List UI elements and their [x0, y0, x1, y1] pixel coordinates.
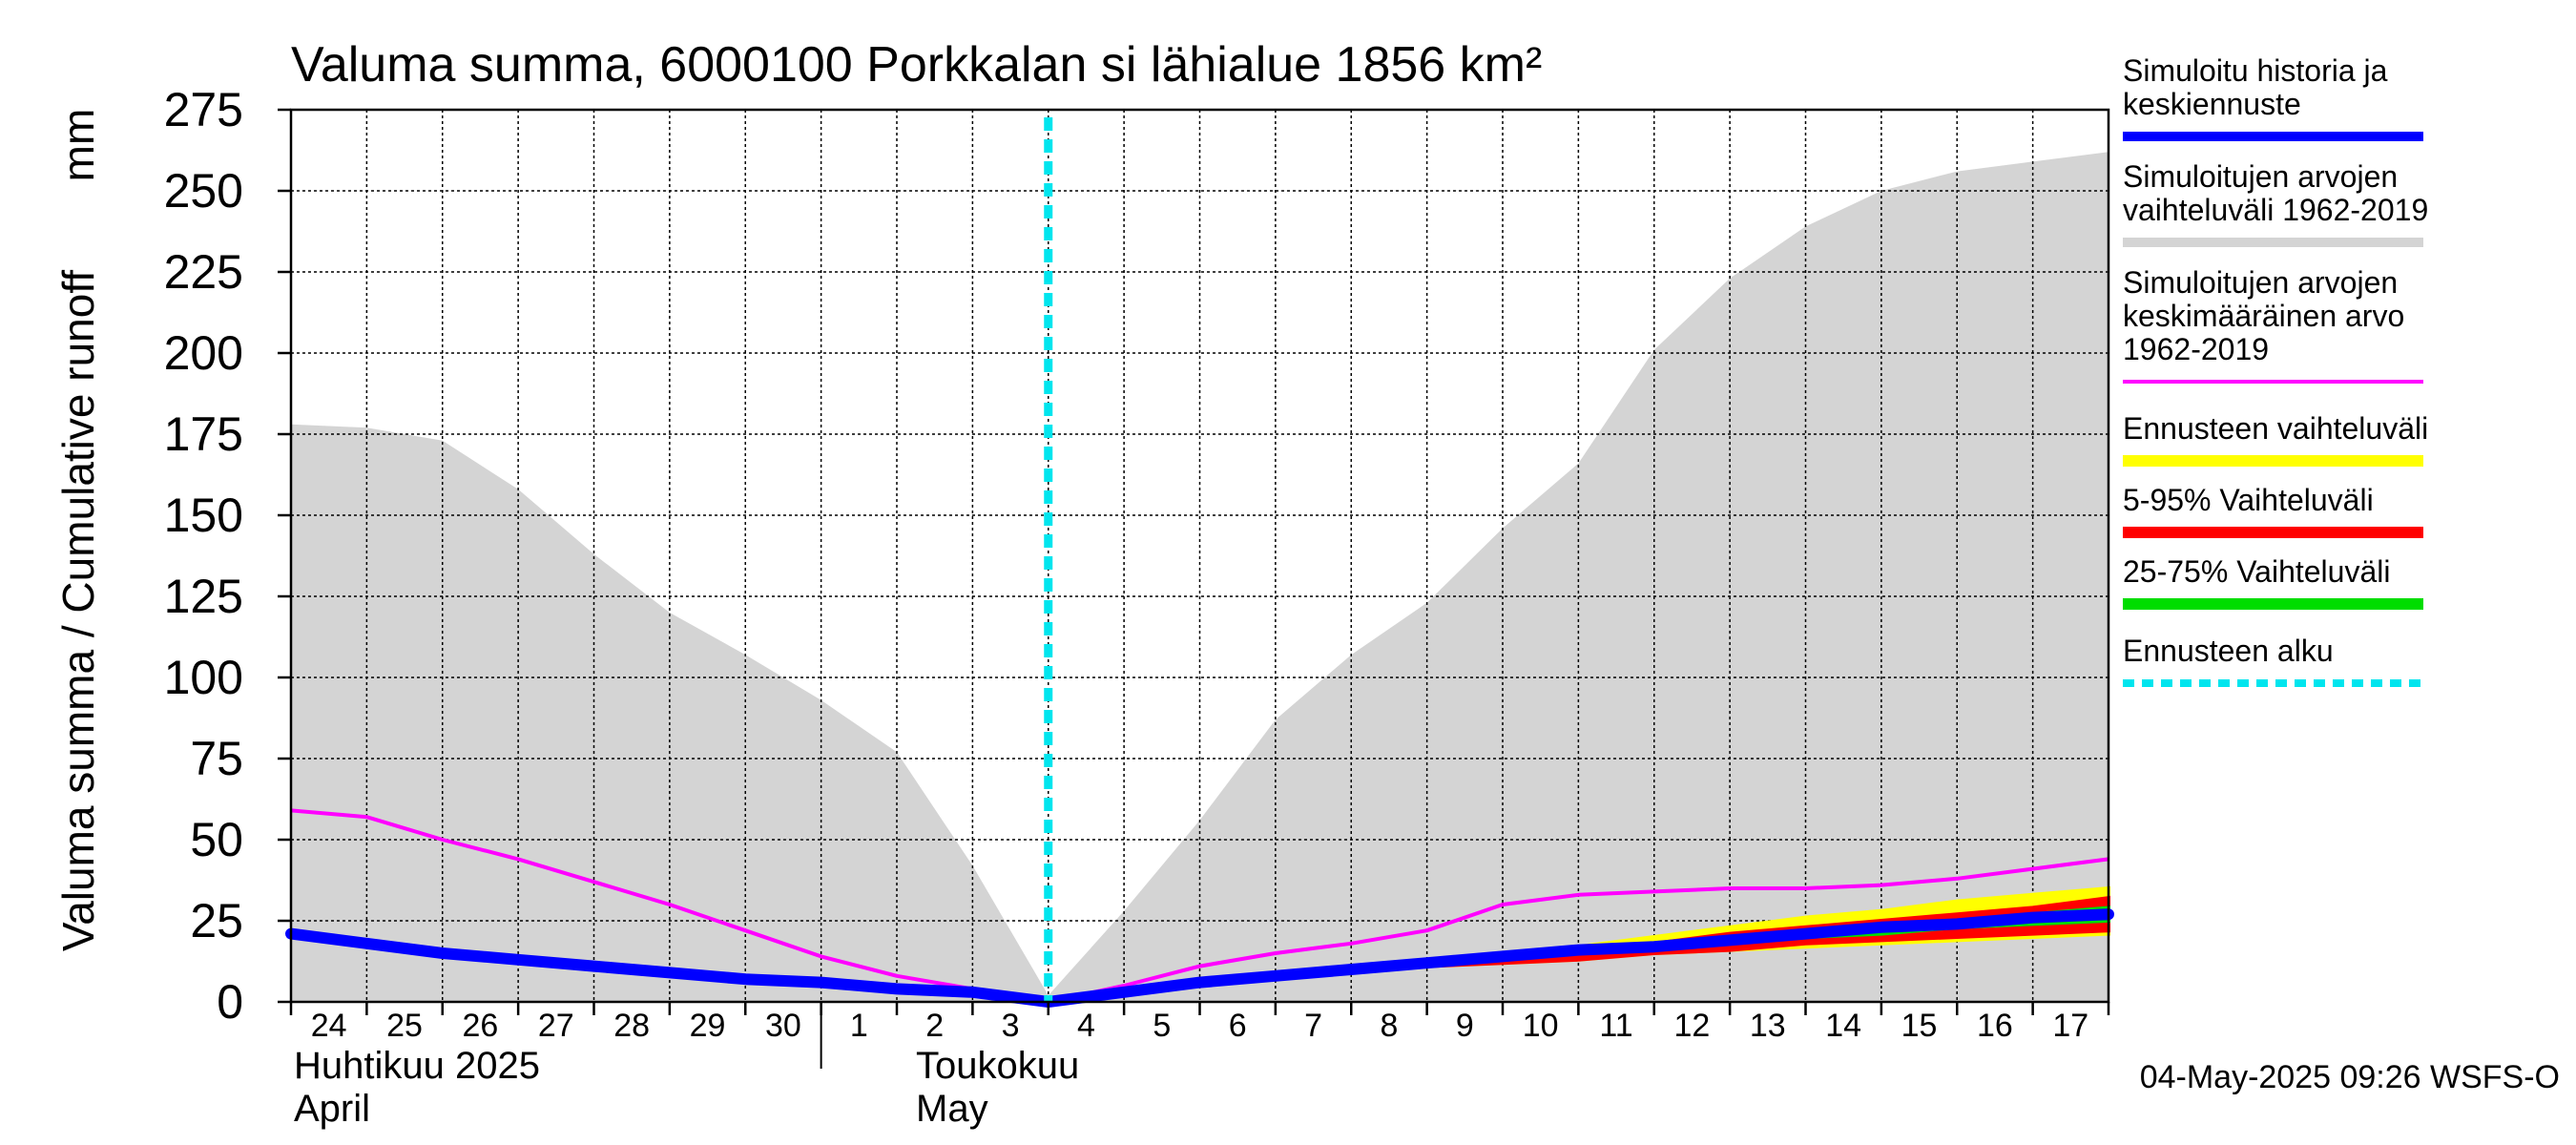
- x-tick-label-9: 9: [1456, 1008, 1474, 1044]
- x-tick-label-8: 8: [1380, 1008, 1398, 1044]
- x-tick-label-27: 27: [538, 1008, 574, 1044]
- x-tick-label-24: 24: [311, 1008, 347, 1044]
- y-tick-label-275: 275: [164, 83, 243, 136]
- legend-label-4: Ennusteen vaihteluväli: [2123, 411, 2428, 446]
- x-tick-label-16: 16: [1977, 1008, 2013, 1044]
- legend-label-2: vaihteluväli 1962-2019: [2123, 193, 2428, 227]
- x-tick-label-7: 7: [1304, 1008, 1322, 1044]
- x-tick-label-15: 15: [1901, 1008, 1938, 1044]
- x-tick-label-6: 6: [1229, 1008, 1247, 1044]
- y-axis-unit: mm: [53, 109, 103, 182]
- y-tick-label-100: 100: [164, 651, 243, 704]
- line-simuloitu-historia-ja-keskiennuste: [285, 908, 2114, 1008]
- y-tick-label-0: 0: [217, 975, 243, 1029]
- month-label-en-1: May: [916, 1088, 988, 1130]
- y-tick-label-50: 50: [190, 813, 243, 866]
- month-label-en-0: April: [294, 1088, 370, 1130]
- timestamp: 04-May-2025 09:26 WSFS-O: [2140, 1059, 2560, 1095]
- y-tick-label-125: 125: [164, 570, 243, 623]
- y-tick-label-225: 225: [164, 245, 243, 299]
- x-tick-label-13: 13: [1750, 1008, 1786, 1044]
- x-tick-label-26: 26: [463, 1008, 499, 1044]
- x-tick-label-3: 3: [1002, 1008, 1020, 1044]
- legend-label-2: Simuloitujen arvojen: [2123, 159, 2398, 194]
- x-tick-label-25: 25: [386, 1008, 423, 1044]
- x-tick-label-17: 17: [2052, 1008, 2088, 1044]
- legend-label-1: Simuloitu historia ja: [2123, 53, 2388, 88]
- y-tick-label-250: 250: [164, 164, 243, 218]
- x-tick-label-5: 5: [1153, 1008, 1171, 1044]
- y-tick-label-175: 175: [164, 407, 243, 461]
- legend-label-1: keskiennuste: [2123, 87, 2301, 121]
- line-simuloitujen-arvojen-keskim-r-inen-arvo-1962-2019: [290, 808, 2109, 1004]
- x-tick-label-28: 28: [613, 1008, 650, 1044]
- y-tick-label-75: 75: [190, 732, 243, 785]
- x-tick-label-10: 10: [1523, 1008, 1559, 1044]
- y-axis-label: Valuma summa / Cumulative runoff: [53, 270, 103, 951]
- x-tick-label-30: 30: [765, 1008, 801, 1044]
- month-label-fi-1: Toukokuu: [916, 1045, 1079, 1087]
- legend-label-3: 1962-2019: [2123, 332, 2269, 366]
- legend-label-3: keskimääräinen arvo: [2123, 299, 2404, 333]
- chart-title: Valuma summa, 6000100 Porkkalan si lähia…: [291, 37, 1542, 93]
- y-tick-label-200: 200: [164, 326, 243, 380]
- legend-label-6: 25-75% Vaihteluväli: [2123, 554, 2390, 589]
- y-tick-label-25: 25: [190, 894, 243, 947]
- y-tick-label-150: 150: [164, 489, 243, 542]
- legend-label-5: 5-95% Vaihteluväli: [2123, 483, 2374, 517]
- x-tick-label-11: 11: [1599, 1008, 1632, 1044]
- legend-label-7: Ennusteen alku: [2123, 634, 2334, 668]
- x-tick-label-1: 1: [850, 1008, 868, 1044]
- x-tick-label-29: 29: [690, 1008, 726, 1044]
- x-tick-label-12: 12: [1674, 1008, 1711, 1044]
- x-tick-label-4: 4: [1077, 1008, 1095, 1044]
- month-label-fi-0: Huhtikuu 2025: [294, 1045, 540, 1087]
- legend-label-3: Simuloitujen arvojen: [2123, 265, 2398, 300]
- x-tick-label-2: 2: [925, 1008, 944, 1044]
- x-tick-label-14: 14: [1825, 1008, 1861, 1044]
